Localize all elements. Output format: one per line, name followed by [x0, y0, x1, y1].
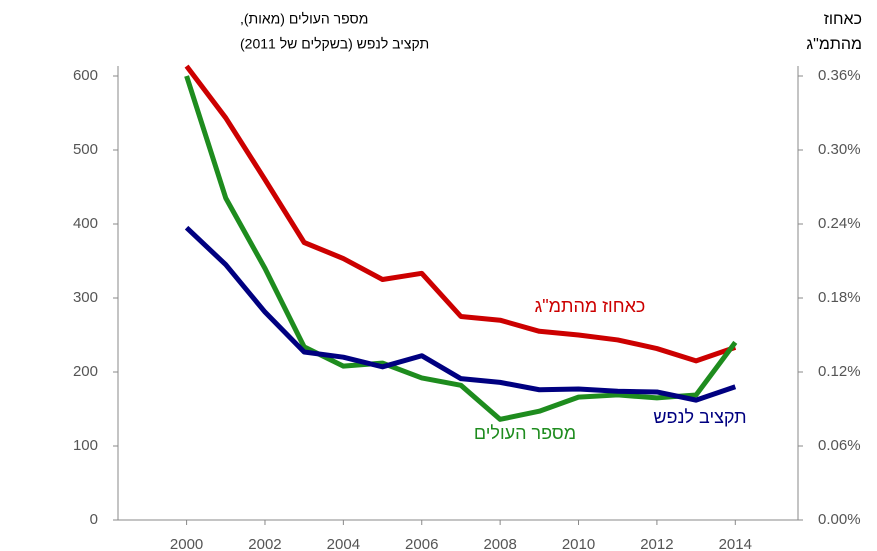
y2-tick-label: 0.30% [818, 141, 861, 158]
x-tick-label: 2010 [562, 536, 595, 551]
x-tick-label: 2002 [248, 536, 281, 551]
series-label: תקציב לנפש [653, 407, 746, 427]
series-label: מספר העולים [474, 423, 576, 443]
x-tick-label: 2008 [483, 536, 516, 551]
y-tick-label: 500 [73, 141, 98, 158]
y2-tick-label: 0.36% [818, 67, 861, 84]
y-axis-title: תקציב לנפש (בשקלים של 2011) [240, 36, 429, 52]
x-tick-label: 2012 [640, 536, 673, 551]
y2-tick-label: 0.24% [818, 215, 861, 232]
series-label: כאחוז מהתמ"ג [535, 296, 646, 316]
x-tick-label: 2006 [405, 536, 438, 551]
y-tick-label: 600 [73, 67, 98, 84]
y2-tick-label: 0.06% [818, 437, 861, 454]
y2-tick-label: 0.00% [818, 511, 861, 528]
x-tick-label: 2004 [327, 536, 360, 551]
y2-tick-label: 0.12% [818, 363, 861, 380]
y-tick-label: 0 [90, 511, 98, 528]
series-line [184, 64, 737, 364]
x-tick-label: 2000 [170, 536, 203, 551]
y2-axis-title: כאחוז [824, 11, 862, 28]
y2-tick-label: 0.18% [818, 289, 861, 306]
y-tick-label: 100 [73, 437, 98, 454]
x-tick-label: 2014 [719, 536, 752, 551]
y-axis-title: מספר העולים (מאות), [240, 11, 368, 27]
y-tick-label: 200 [73, 363, 98, 380]
y-tick-label: 400 [73, 215, 98, 232]
y2-axis-title: מהתמ"ג [806, 36, 862, 53]
series-line [184, 75, 738, 422]
series-line [184, 225, 737, 403]
y-tick-label: 300 [73, 289, 98, 306]
